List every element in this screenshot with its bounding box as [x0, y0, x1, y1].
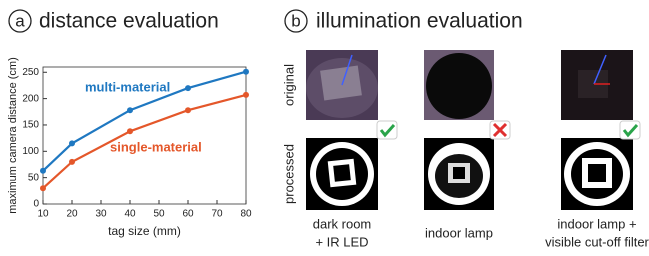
series-label: multi-material [85, 79, 170, 94]
data-point [69, 159, 75, 165]
data-point [40, 168, 46, 174]
row-label: processed [281, 144, 296, 204]
panel-label: b [291, 11, 300, 30]
data-point [127, 107, 133, 113]
x-tick-label: 10 [37, 209, 49, 220]
caption-line: visible cut-off filter [545, 234, 649, 249]
data-point [69, 140, 75, 146]
caption-line: + IR LED [315, 234, 368, 249]
photo-processed [424, 138, 494, 210]
x-tick-label: 80 [240, 209, 252, 220]
photo-processed [306, 138, 378, 210]
y-tick-label: 200 [22, 93, 39, 104]
x-tick-label: 70 [211, 209, 223, 220]
x-axis-label: tag size (mm) [108, 224, 181, 238]
x-tick-label: 60 [182, 209, 194, 220]
data-point [243, 92, 249, 98]
y-tick-label: 150 [22, 120, 39, 131]
data-point [243, 69, 249, 75]
caption-line: indoor lamp + [557, 216, 636, 231]
x-tick-label: 40 [124, 209, 136, 220]
y-tick-label: 50 [28, 172, 40, 183]
data-point [127, 128, 133, 134]
photo-original [424, 50, 494, 120]
photo-original [306, 50, 378, 120]
status-ok-icon [377, 121, 397, 139]
status-ok-icon [620, 121, 640, 139]
data-point [185, 85, 191, 91]
y-tick-label: 250 [22, 67, 39, 78]
panel-title: illumination evaluation [316, 10, 523, 33]
data-point [40, 185, 46, 191]
photo-original [561, 50, 633, 120]
panel-title: distance evaluation [39, 10, 219, 33]
data-point [185, 107, 191, 113]
panel-label: a [15, 11, 25, 30]
x-tick-label: 30 [95, 209, 107, 220]
caption-line: dark room [313, 216, 372, 231]
figure: a distance evaluation b illumination eva… [0, 0, 649, 256]
status-fail-icon [490, 121, 510, 139]
y-axis-label: maximum camera distance (cm) [7, 57, 19, 213]
x-tick-label: 20 [66, 209, 78, 220]
x-tick-label: 50 [153, 209, 165, 220]
photo-processed [561, 138, 633, 210]
y-tick-label: 100 [22, 146, 39, 157]
series-label: single-material [110, 139, 202, 154]
caption-line: indoor lamp [425, 225, 493, 240]
row-label: original [281, 64, 296, 106]
